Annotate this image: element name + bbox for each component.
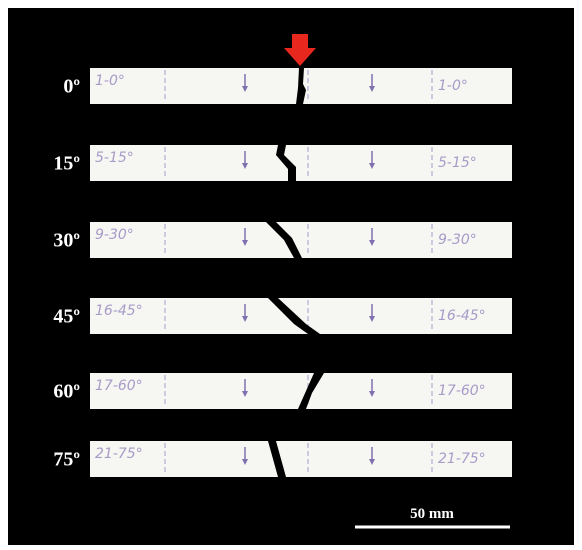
- angle-label: 0º: [63, 76, 80, 98]
- angle-label: 75º: [53, 449, 80, 471]
- figure: 0º 1-0° 1-0° 15º 5-15° 5-15° 30º 9-30° 9-30° 45º 1…: [0, 0, 582, 550]
- specimen-label: 9-30°: [438, 232, 477, 248]
- specimen-label: 16-45°: [438, 308, 486, 324]
- angle-label: 15º: [53, 153, 80, 175]
- specimen-label: 1-0°: [438, 78, 468, 94]
- specimen-label: 21-75°: [95, 446, 143, 462]
- specimen-label: 17-60°: [95, 378, 143, 394]
- specimen-label: 5-15°: [438, 155, 477, 171]
- specimen-label: 9-30°: [95, 227, 134, 243]
- specimen-label: 1-0°: [95, 73, 125, 89]
- specimen-label: 16-45°: [95, 303, 143, 319]
- angle-label: 60º: [53, 381, 80, 403]
- angle-label: 30º: [53, 230, 80, 252]
- specimen-label: 17-60°: [438, 383, 486, 399]
- specimen-label: 5-15°: [95, 150, 134, 166]
- scale-label: 50 mm: [410, 506, 454, 522]
- specimen-label: 21-75°: [438, 451, 486, 467]
- angle-label: 45º: [53, 306, 80, 328]
